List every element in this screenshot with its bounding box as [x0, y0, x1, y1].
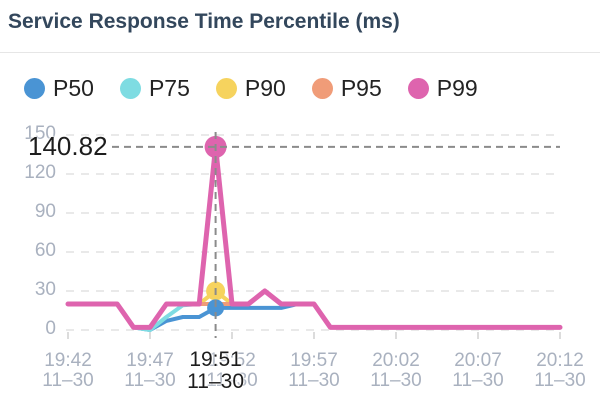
- legend-item-label: P75: [148, 74, 190, 101]
- page-title: Service Response Time Percentile (ms): [8, 10, 400, 33]
- legend-item-p99[interactable]: P99: [407, 74, 478, 102]
- y-axis-label: 60: [34, 240, 56, 261]
- legend-item-label: P95: [340, 74, 382, 101]
- legend-item-p95[interactable]: P95: [311, 74, 382, 102]
- y-axis-label: 150: [24, 123, 56, 144]
- x-axis-label: 19:52 11–30: [206, 350, 258, 391]
- legend-item-label: P99: [436, 74, 478, 101]
- legend-dot-p50: [24, 77, 45, 99]
- x-axis-label: 20:02 11–30: [370, 350, 422, 391]
- legend-item-label: P50: [53, 74, 94, 101]
- crosshair-value-label: 140.82: [28, 130, 108, 161]
- y-axis-label: 0: [45, 318, 56, 339]
- x-axis-label: 19:42 11–30: [42, 350, 94, 391]
- x-axis-label: 19:57 11–30: [288, 350, 340, 391]
- legend: P50 P75 P90 P95 P99: [24, 71, 478, 105]
- legend-item-p75[interactable]: P75: [119, 74, 190, 102]
- crosshair-time-label: 19:51 11–30: [187, 348, 245, 393]
- y-axis-label: 120: [24, 162, 56, 183]
- legend-item-label: P90: [244, 74, 286, 101]
- header-divider: [0, 52, 600, 53]
- y-axis-label: 90: [34, 201, 56, 222]
- legend-dot-p95: [311, 77, 333, 99]
- legend-dot-p99: [407, 77, 429, 99]
- x-axis-label: 19:47 11–30: [124, 350, 176, 391]
- x-axis-label: 20:07 11–30: [452, 350, 504, 391]
- legend-dot-p90: [215, 77, 237, 99]
- legend-dot-p75: [119, 77, 141, 99]
- legend-item-p90[interactable]: P90: [215, 74, 286, 102]
- y-axis-label: 30: [34, 279, 56, 300]
- legend-item-p50[interactable]: P50: [24, 75, 94, 102]
- x-axis-label: 20:12 11–30: [534, 350, 586, 391]
